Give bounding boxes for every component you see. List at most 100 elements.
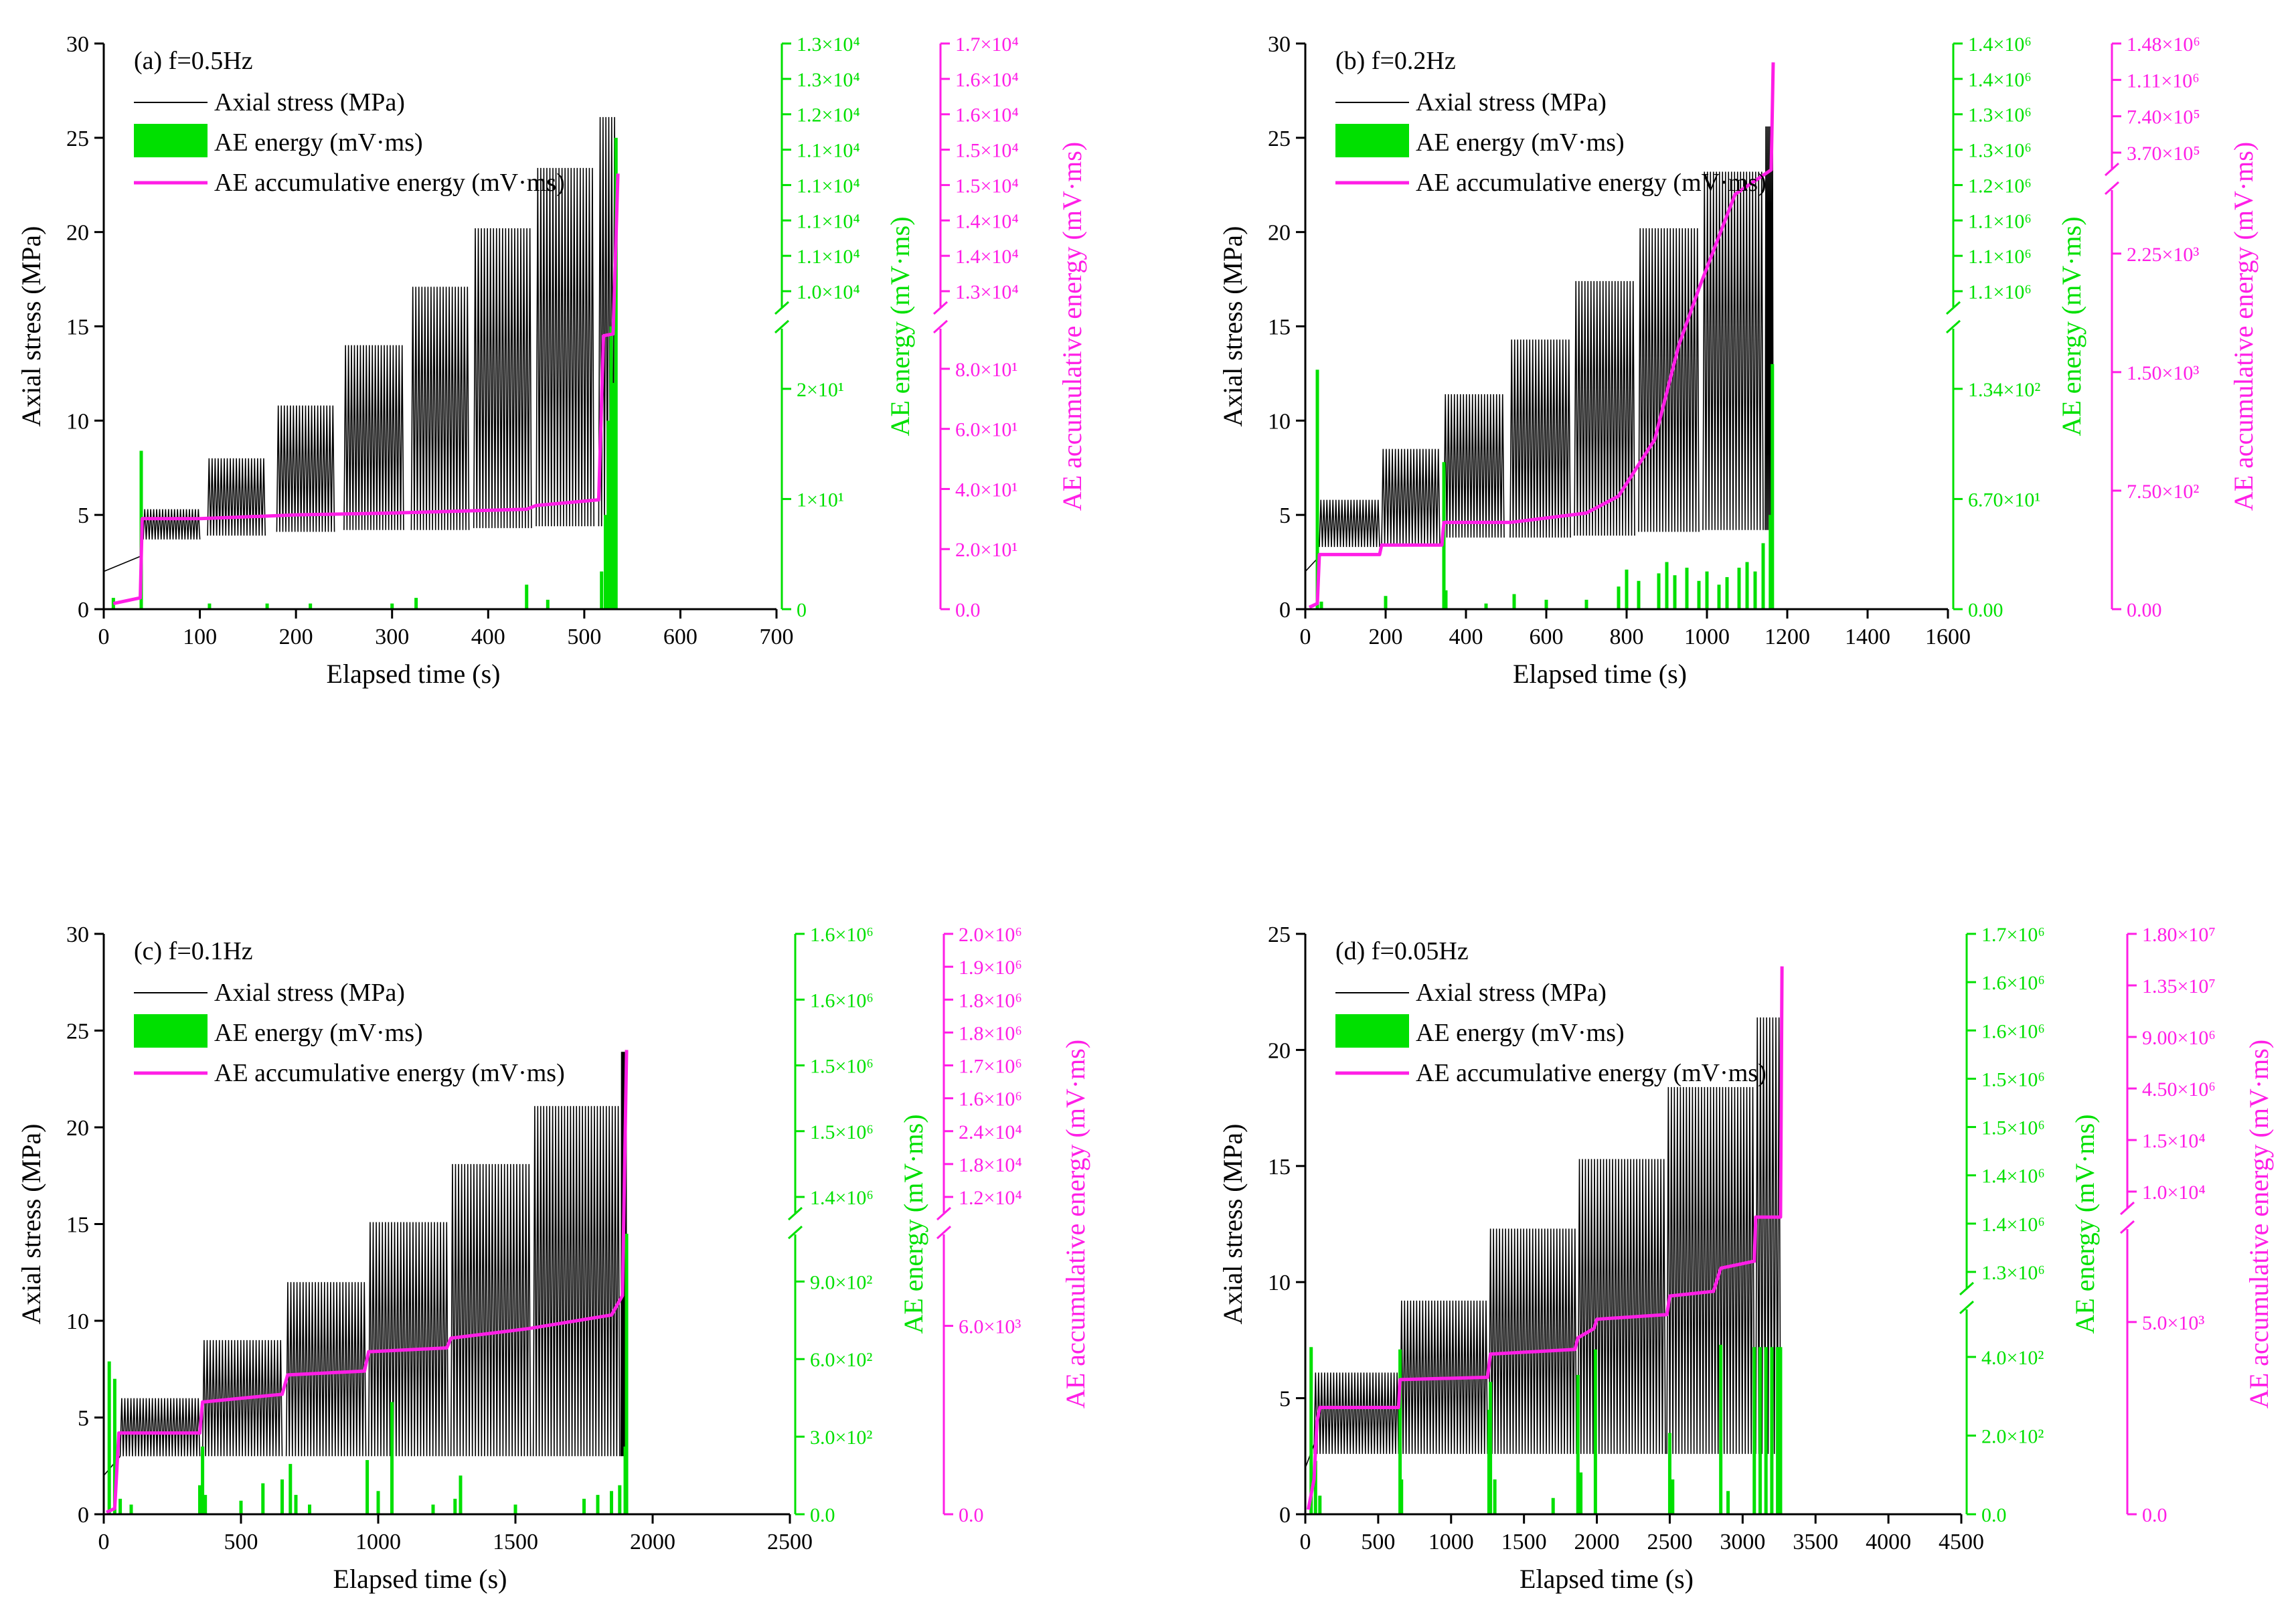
accum-axis-break-mark bbox=[2119, 1220, 2135, 1234]
x-tick-label: 1000 bbox=[1428, 1530, 1474, 1554]
stress-stage-4 bbox=[1488, 1228, 1577, 1454]
accum-tick-label: 2.0×10¹ bbox=[955, 539, 1017, 561]
x-tick-label: 100 bbox=[183, 625, 217, 649]
energy-bar-4 bbox=[265, 603, 269, 609]
energy-axis-break-mark bbox=[787, 1225, 803, 1240]
accum-tick-label: 2.25×10³ bbox=[2127, 244, 2199, 266]
energy-bar-11 bbox=[1625, 569, 1629, 609]
x-tick-label: 1500 bbox=[493, 1530, 538, 1554]
energy-tick-label: 1.1×10⁴ bbox=[797, 140, 860, 162]
energy-bar-21 bbox=[582, 1498, 586, 1514]
stress-stage-5 bbox=[367, 1222, 449, 1457]
x-tick-label: 500 bbox=[567, 625, 601, 649]
energy-bar-14 bbox=[611, 383, 615, 609]
accum-tick-label: 7.50×10² bbox=[2127, 481, 2199, 503]
stress-stage-1 bbox=[104, 556, 141, 572]
energy-tick-label: 1.6×10⁶ bbox=[810, 924, 874, 946]
stress-stage-3 bbox=[207, 458, 266, 536]
x-tick-label: 2500 bbox=[767, 1530, 813, 1554]
y-tick-label: 15 bbox=[1268, 315, 1291, 340]
energy-bar-3 bbox=[1384, 596, 1388, 609]
accum-tick-label: 1.5×10⁴ bbox=[955, 140, 1019, 162]
energy-bar-12 bbox=[606, 420, 610, 609]
energy-bar-11 bbox=[289, 1463, 293, 1514]
energy-axis-label: AE energy (mV·ms) bbox=[885, 216, 915, 436]
y-tick-label: 10 bbox=[1268, 1271, 1291, 1295]
accum-tick-label: 4.50×10⁶ bbox=[2142, 1078, 2216, 1101]
energy-bar-6 bbox=[390, 603, 394, 609]
accum-axis-label: AE accumulative energy (mV·ms) bbox=[2228, 142, 2259, 511]
accum-axis-label: AE accumulative energy (mV·ms) bbox=[2244, 1040, 2274, 1408]
legend-stress-label: Axial stress (MPa) bbox=[1416, 979, 1607, 1007]
energy-bar-19 bbox=[1764, 1347, 1768, 1514]
x-tick-label: 0 bbox=[98, 625, 110, 649]
energy-bar-1 bbox=[107, 1361, 111, 1514]
y-axis-label: Axial stress (MPa) bbox=[16, 226, 46, 427]
accum-tick-label: 1.9×10⁶ bbox=[959, 957, 1022, 979]
energy-bar-23 bbox=[1753, 571, 1757, 609]
x-tick-label: 0 bbox=[98, 1530, 110, 1554]
y-tick-label: 10 bbox=[66, 1309, 89, 1334]
accum-axis-break-mark bbox=[2104, 181, 2120, 195]
accum-tick-label: 5.0×10³ bbox=[2142, 1312, 2204, 1334]
accum-tick-label: 2.4×10⁴ bbox=[959, 1121, 1022, 1143]
legend-energy-label: AE energy (mV·ms) bbox=[214, 129, 423, 157]
y-tick-label: 20 bbox=[1268, 221, 1291, 246]
y-tick-label: 25 bbox=[66, 127, 89, 151]
accum-tick-label: 1.5×10⁴ bbox=[2142, 1130, 2206, 1152]
y-tick-label: 0 bbox=[1279, 598, 1291, 623]
energy-tick-label: 0.00 bbox=[1968, 599, 2003, 621]
energy-axis-break-mark bbox=[1959, 1281, 1975, 1296]
legend-accum-label: AE accumulative energy (mV·ms) bbox=[214, 169, 565, 197]
legend-energy-swatch bbox=[134, 124, 208, 157]
energy-bar-21 bbox=[1737, 568, 1741, 609]
x-tick-label: 1200 bbox=[1765, 625, 1810, 649]
y-tick-label: 0 bbox=[1279, 1503, 1291, 1528]
energy-bar-9 bbox=[261, 1483, 265, 1514]
energy-bar-10 bbox=[600, 571, 604, 609]
energy-tick-label: 1.1×10⁴ bbox=[797, 175, 860, 197]
accum-tick-label: 1.4×10⁴ bbox=[955, 246, 1019, 268]
energy-tick-label: 1.1×10⁶ bbox=[1968, 210, 2032, 232]
stress-series bbox=[1305, 1017, 1781, 1468]
y-tick-label: 15 bbox=[66, 1213, 89, 1238]
energy-tick-label: 1.2×10⁴ bbox=[797, 104, 860, 127]
stress-stage-3 bbox=[201, 1340, 283, 1457]
accum-tick-label: 1.0×10⁴ bbox=[2142, 1182, 2206, 1204]
x-tick-label: 1000 bbox=[1684, 625, 1730, 649]
y-tick-label: 20 bbox=[66, 221, 89, 246]
x-tick-label: 200 bbox=[1369, 625, 1403, 649]
energy-bar-14 bbox=[365, 1460, 370, 1514]
accum-tick-label: 1.8×10⁴ bbox=[959, 1154, 1022, 1176]
energy-tick-label: 4.0×10² bbox=[1981, 1347, 2044, 1369]
energy-bar-8 bbox=[1493, 1479, 1497, 1514]
energy-bar-19 bbox=[459, 1475, 463, 1514]
y-axis-label: Axial stress (MPa) bbox=[16, 1124, 46, 1325]
stress-stage-2 bbox=[1319, 499, 1380, 548]
energy-bar-10 bbox=[1576, 1374, 1580, 1514]
accum-tick-label: 0.0 bbox=[2142, 1504, 2167, 1526]
energy-bar-24 bbox=[1761, 543, 1765, 609]
energy-bar-12 bbox=[1637, 580, 1641, 609]
y-tick-label: 30 bbox=[66, 32, 89, 57]
energy-bar-3 bbox=[1318, 1496, 1322, 1514]
x-axis-label: Elapsed time (s) bbox=[333, 1564, 507, 1594]
stress-stage-6 bbox=[410, 287, 470, 530]
legend-stress-label: Axial stress (MPa) bbox=[214, 979, 405, 1007]
energy-axis-label: AE energy (mV·ms) bbox=[898, 1114, 928, 1334]
x-tick-label: 600 bbox=[1530, 625, 1564, 649]
x-tick-label: 200 bbox=[279, 625, 313, 649]
y-tick-label: 10 bbox=[66, 409, 89, 434]
energy-tick-label: 1.4×10⁶ bbox=[810, 1187, 874, 1209]
stress-stage-4 bbox=[285, 1282, 367, 1457]
accum-tick-label: 2.0×10⁶ bbox=[959, 924, 1022, 946]
energy-bar-13 bbox=[308, 1504, 311, 1514]
legend-stress-label: Axial stress (MPa) bbox=[214, 88, 405, 116]
energy-tick-label: 1.6×10⁶ bbox=[810, 989, 874, 1012]
energy-series bbox=[107, 1233, 629, 1514]
x-tick-label: 300 bbox=[375, 625, 409, 649]
energy-bar-16 bbox=[1685, 568, 1689, 609]
energy-axis-label: AE energy (mV·ms) bbox=[2070, 1114, 2100, 1334]
energy-tick-label: 1.5×10⁶ bbox=[1981, 1117, 2045, 1139]
x-tick-label: 400 bbox=[1449, 625, 1483, 649]
